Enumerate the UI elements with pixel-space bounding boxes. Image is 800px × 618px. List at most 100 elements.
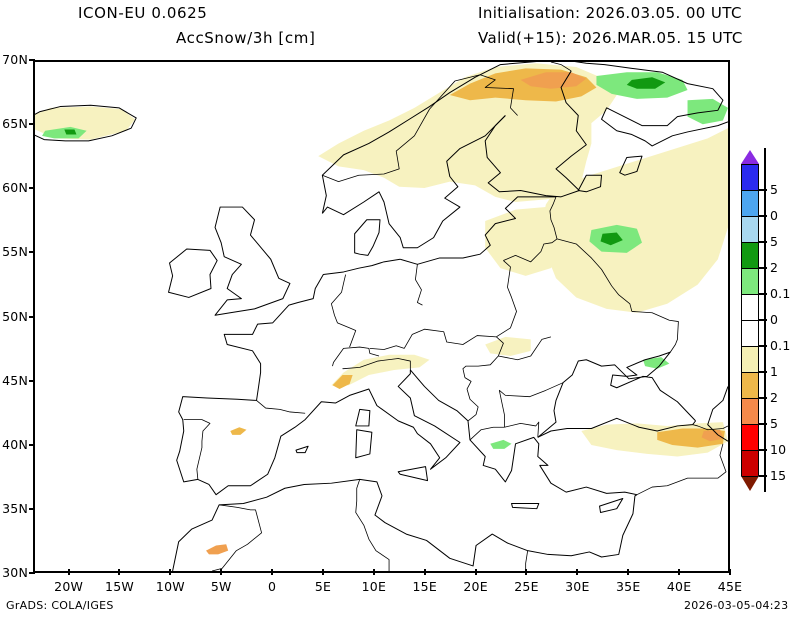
border-lithuania-belarus bbox=[503, 238, 558, 263]
x-axis-label: 10E bbox=[361, 579, 387, 594]
y-axis-tick bbox=[29, 379, 35, 382]
shade-iceland-green bbox=[42, 126, 87, 139]
variable-title: AccSnow/3h [cm] bbox=[176, 29, 316, 47]
colorbar-tick bbox=[759, 423, 767, 425]
initialisation-label: Initialisation: 2026.03.05. 00 UTC bbox=[478, 4, 742, 22]
shade-iceland-green-core bbox=[64, 129, 77, 135]
coast-sweden bbox=[321, 115, 506, 249]
lake-ladoga bbox=[577, 174, 603, 193]
x-axis-label: 15E bbox=[412, 579, 437, 594]
x-axis-label: 25E bbox=[514, 579, 539, 594]
coast-turkey-north bbox=[537, 417, 696, 438]
colorbar-segment bbox=[741, 398, 759, 424]
colorbar-tick bbox=[759, 475, 767, 477]
x-axis-label: 20E bbox=[463, 579, 488, 594]
coast-north-africa bbox=[172, 478, 638, 571]
y-axis-label: 50N bbox=[2, 308, 28, 324]
x-axis-tick bbox=[67, 569, 70, 575]
colorbar-tick-label: 5 bbox=[770, 234, 779, 249]
border-estonia-russia bbox=[549, 196, 558, 240]
border-romania-moldova bbox=[498, 336, 552, 361]
model-title: ICON-EU 0.0625 bbox=[78, 4, 208, 22]
border-italy-north bbox=[342, 358, 411, 370]
colorbar-top-cap bbox=[741, 150, 759, 164]
shade-carpathians bbox=[485, 336, 531, 356]
colorbar-segment bbox=[741, 294, 759, 320]
border-norway-sweden-finland bbox=[322, 74, 518, 183]
border-belarus-russia bbox=[556, 238, 633, 312]
colorbar-tick-label: 0 bbox=[770, 208, 779, 223]
border-morocco-algeria bbox=[211, 504, 262, 571]
x-axis-tick bbox=[118, 569, 121, 575]
colorbar-tick-label: 5 bbox=[770, 182, 779, 197]
border-germany-west bbox=[330, 274, 357, 348]
border-austria-hungary bbox=[369, 328, 497, 350]
x-axis-tick bbox=[525, 569, 528, 575]
colorbar-tick bbox=[759, 293, 767, 295]
x-axis-tick bbox=[169, 569, 172, 575]
y-axis-tick bbox=[29, 443, 35, 446]
coast-ireland bbox=[168, 248, 218, 298]
colorbar-tick bbox=[759, 449, 767, 451]
coast-sardinia bbox=[355, 429, 373, 459]
colorbar-gradient bbox=[741, 150, 759, 491]
x-axis-label: 45E bbox=[717, 579, 743, 594]
border-bulgaria bbox=[498, 382, 564, 428]
colorbar-segment bbox=[741, 242, 759, 268]
border-spain-portugal bbox=[183, 419, 211, 480]
shade-russia-green-1-core bbox=[600, 232, 623, 246]
shade-baltics bbox=[485, 207, 567, 276]
y-axis-label: 30N bbox=[2, 565, 28, 580]
y-axis-tick bbox=[29, 315, 35, 318]
colorbar-segment bbox=[741, 216, 759, 242]
lake-onega bbox=[619, 155, 643, 176]
x-axis-tick bbox=[220, 569, 223, 575]
x-axis-label: 15W bbox=[105, 579, 134, 594]
x-axis-label: 20W bbox=[54, 579, 84, 594]
x-axis-tick bbox=[576, 569, 579, 575]
border-greece-bulgaria bbox=[504, 421, 540, 438]
coast-cyprus bbox=[599, 497, 624, 513]
y-axis-label: 35N bbox=[2, 500, 28, 516]
x-axis-tick bbox=[271, 569, 274, 575]
x-axis-tick bbox=[474, 569, 477, 575]
colorbar-tick-label: 5 bbox=[770, 416, 779, 431]
y-axis-tick bbox=[29, 507, 35, 510]
x-axis-label: 5W bbox=[210, 579, 232, 594]
colorbar-tick bbox=[759, 371, 767, 373]
y-axis-tick bbox=[29, 123, 35, 126]
colorbar-tick-label: 2 bbox=[770, 390, 779, 405]
coast-sicily bbox=[397, 466, 429, 482]
colorbar-segment bbox=[741, 424, 759, 450]
coast-crete bbox=[511, 503, 540, 510]
colorbar-tick bbox=[759, 345, 767, 347]
shade-alps bbox=[331, 354, 430, 386]
coast-baltic-south bbox=[400, 196, 556, 265]
x-axis-label: 5E bbox=[314, 579, 332, 594]
shade-kola-green-core bbox=[626, 77, 666, 89]
coast-corsica bbox=[355, 408, 371, 427]
y-axis-label: 40N bbox=[2, 436, 28, 452]
shade-greece-green bbox=[490, 439, 512, 449]
x-axis-tick bbox=[423, 569, 426, 575]
border-serbia-bosnia bbox=[464, 377, 479, 422]
shade-alps-orange bbox=[332, 375, 353, 390]
colorbar-tick-label: 1 bbox=[770, 364, 779, 379]
x-axis-label: 30E bbox=[565, 579, 590, 594]
shade-azov-green bbox=[642, 357, 670, 369]
border-egypt-libya bbox=[525, 550, 529, 571]
colorbar-tick-label: 0.1 bbox=[770, 338, 791, 353]
colorbar-tick bbox=[759, 267, 767, 269]
grads-credit: GrADS: COLA/IGES bbox=[6, 599, 114, 612]
y-axis-tick bbox=[29, 251, 35, 254]
coast-black-sea bbox=[537, 351, 696, 438]
colorbar-tick bbox=[759, 215, 767, 217]
coast-great-britain bbox=[214, 206, 291, 316]
colorbar-tick bbox=[759, 241, 767, 243]
colorbar-tick-label: 15 bbox=[770, 468, 787, 483]
y-axis-label: 65N bbox=[2, 116, 28, 132]
colorbar-segment bbox=[741, 346, 759, 372]
coast-mallorca bbox=[295, 445, 309, 454]
shade-nw-russia bbox=[540, 128, 728, 313]
